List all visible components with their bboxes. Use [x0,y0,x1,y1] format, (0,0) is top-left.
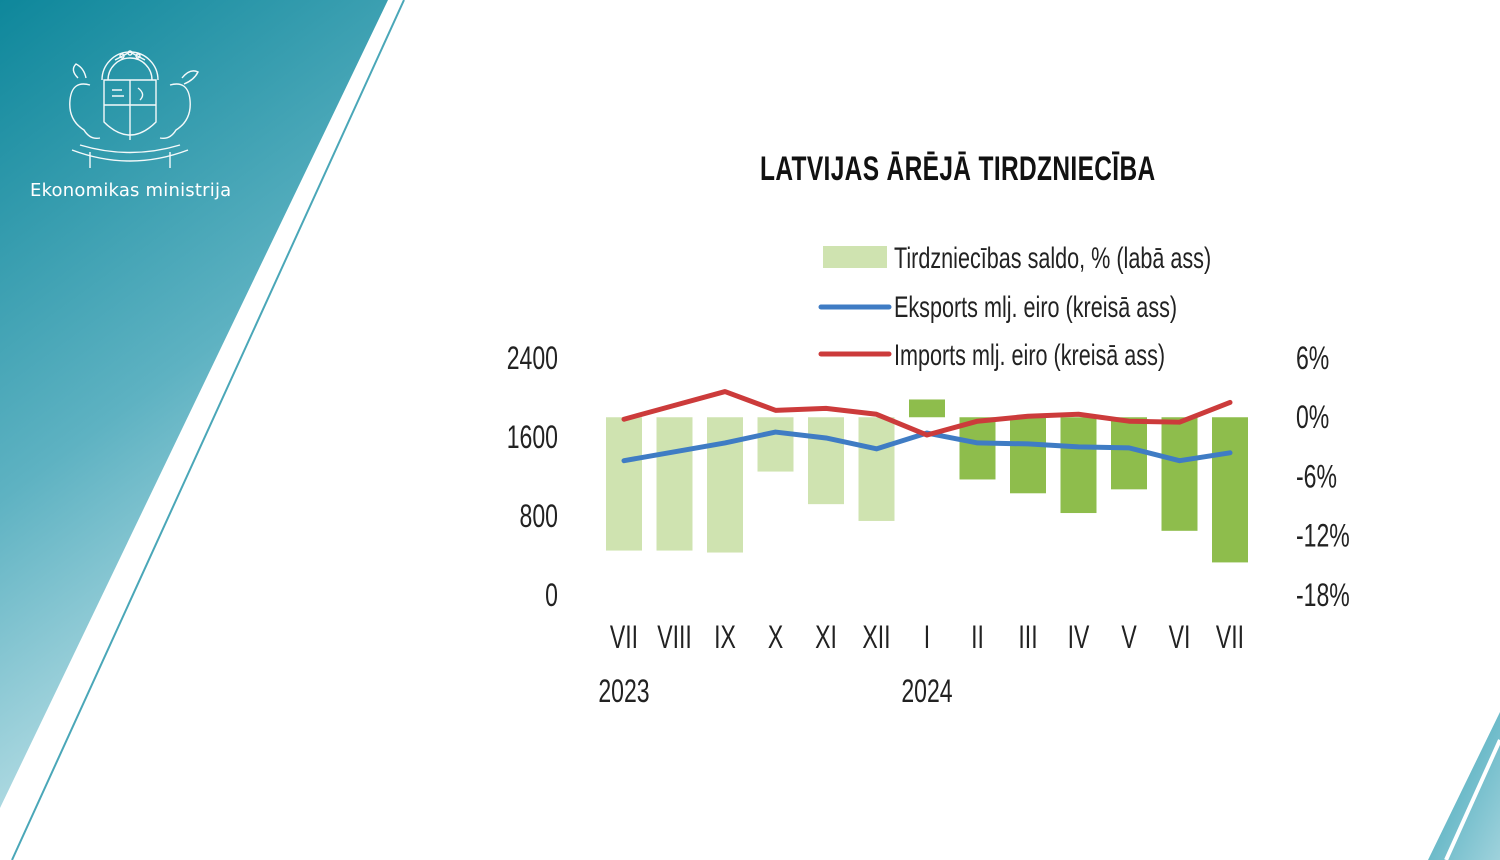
balance-bars [606,399,1248,563]
left-diagonal-line-1 [0,0,394,823]
balance-bar [707,417,743,553]
right-corner-line [1444,739,1500,860]
balance-bar [656,417,693,551]
balance-bar [808,417,844,505]
x-tick-label: III [1018,619,1037,655]
year-label: 2024 [901,673,952,709]
x-tick-label: VII [1216,619,1244,655]
right-tick-label: -6% [1296,459,1337,495]
balance-bar [1010,417,1046,494]
right-axis-ticks: -18% -12% -6% 0% 6% [1296,340,1350,613]
ministry-name: Ekonomikas ministrija [30,180,232,201]
year-label: 2023 [598,673,649,709]
x-tick-label: VII [610,619,638,655]
balance-bar [1060,417,1097,514]
chart-title: LATVIJAS ĀRĒJĀ TIRDZNIECĪBA [760,150,1156,188]
left-diagonal-line-2 [11,0,405,860]
year-labels: 2023 2024 [598,673,952,709]
legend: Tirdzniecības saldo, % (labā ass) Ekspor… [818,240,1211,372]
trade-lines [621,389,1233,464]
latvia-coat-of-arms-icon [69,50,199,168]
balance-bar [1212,417,1248,563]
x-tick-label: VI [1169,619,1191,655]
x-tick-label: XII [862,619,890,655]
legend-label-balance: Tirdzniecības saldo, % (labā ass) [894,240,1211,274]
x-tick-label: V [1121,619,1137,655]
left-tick-label: 1600 [507,419,558,455]
right-tick-label: -12% [1296,518,1350,554]
balance-bar [858,417,895,521]
x-tick-label: XI [815,619,837,655]
x-tick-label: I [924,619,930,655]
imports-line [621,389,1233,438]
legend-label-imports: Imports mlj. eiro (kreisā ass) [894,337,1165,371]
balance-bar [1161,417,1198,531]
legend-label-exports: Eksports mlj. eiro (kreisā ass) [894,289,1177,323]
left-tick-label: 800 [520,498,558,534]
x-tick-label: X [768,619,783,655]
balance-bar [757,417,794,472]
left-tick-label: 2400 [507,340,558,376]
x-tick-label: IX [714,619,736,655]
left-tick-label: 0 [545,577,558,613]
x-tick-label: IV [1068,619,1090,655]
x-axis-ticks: VII VIII IX X XI XII I II III IV V VI VII [610,619,1244,655]
balance-bar [606,417,642,551]
left-teal-panel [0,0,388,808]
left-axis-ticks: 0 800 1600 2400 [507,340,558,613]
right-corner-panel [1428,712,1500,860]
x-tick-label: II [971,619,984,655]
right-tick-label: 6% [1296,340,1329,376]
x-tick-label: VIII [657,619,692,655]
right-tick-label: 0% [1296,400,1329,436]
balance-bar [909,399,945,418]
balance-bar [959,417,996,480]
right-tick-label: -18% [1296,577,1350,613]
legend-swatch-balance [823,246,887,268]
